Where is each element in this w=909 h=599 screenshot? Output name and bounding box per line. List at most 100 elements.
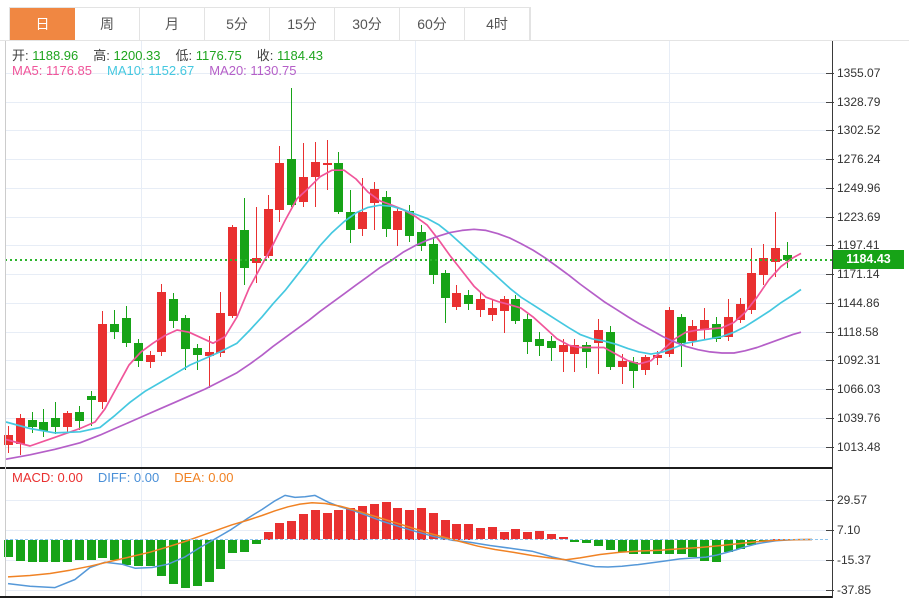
macd-bar	[251, 539, 261, 544]
row-ohlc-label: 开:	[12, 48, 33, 63]
candle	[464, 295, 474, 304]
candle	[133, 343, 143, 361]
macd-bar	[582, 539, 592, 543]
candle	[511, 299, 521, 322]
row-macd-item: DEA: 0.00	[174, 470, 233, 485]
macd-bar	[240, 539, 249, 552]
price-axis-label: 1302.52	[837, 123, 881, 138]
ma5-line	[5, 169, 802, 447]
row-ma-item: MA20: 1130.75	[209, 63, 296, 78]
row-ma-label: MA20:	[209, 63, 251, 78]
right-axis-line	[832, 41, 833, 598]
candle	[240, 230, 249, 268]
tab-月[interactable]: 月	[140, 8, 205, 40]
macd-bar	[487, 526, 497, 540]
price-axis-label: 1328.79	[837, 94, 881, 109]
candle-wick	[362, 177, 363, 236]
candle	[594, 330, 603, 344]
macd-bar	[381, 502, 391, 540]
macd-bar	[440, 519, 450, 540]
row-ohlc-item: 开: 1188.96	[12, 45, 78, 64]
row-ohlc-value: 1176.75	[195, 48, 242, 63]
candle	[110, 323, 120, 333]
axis-tick	[826, 590, 834, 591]
row-macd-item: DIFF: 0.00	[98, 470, 159, 485]
macd-bar	[369, 504, 379, 540]
macd-bar	[322, 512, 332, 540]
candle	[440, 273, 450, 299]
row-ma-value: 1152.67	[148, 63, 195, 78]
candle	[712, 323, 721, 339]
macd-bar	[4, 539, 13, 557]
candle	[122, 318, 131, 344]
axis-tick	[826, 530, 834, 531]
row-ohlc-value: 1200.33	[113, 48, 161, 63]
row-ohlc-item: 高: 1200.33	[93, 45, 160, 64]
row-ohlc-value: 1188.96	[32, 48, 79, 63]
vertical-gridline	[141, 41, 142, 596]
tab-5分[interactable]: 5分	[205, 8, 270, 40]
price-axis-label: 1092.31	[837, 353, 881, 368]
axis-tick	[826, 101, 834, 103]
candle	[263, 208, 273, 256]
row-ohlc-label: 低:	[175, 48, 196, 63]
horizontal-gridline	[5, 72, 832, 74]
current-price-badge: 1184.43	[833, 250, 904, 269]
price-axis-label: 1197.41	[837, 238, 880, 253]
horizontal-gridline	[5, 331, 832, 333]
row-ohlc-label: 高:	[93, 48, 114, 63]
tab-4时[interactable]: 4时	[465, 8, 530, 40]
horizontal-gridline	[5, 389, 832, 391]
candle	[735, 303, 745, 321]
tab-周[interactable]: 周	[75, 8, 140, 40]
tab-30分[interactable]: 30分	[335, 8, 400, 40]
macd-bar	[133, 539, 143, 567]
axis-tick	[826, 417, 834, 419]
macd-bar	[216, 539, 226, 569]
bottom-border	[0, 596, 833, 598]
axis-tick	[826, 130, 834, 132]
macd-bar	[110, 539, 120, 560]
macd-bar	[605, 539, 615, 550]
macd-bar	[664, 539, 674, 554]
candle	[393, 210, 403, 231]
row-ohlc-value: 1184.43	[277, 48, 324, 63]
macd-bar	[263, 531, 273, 540]
candle	[169, 299, 179, 322]
candle-wick	[255, 207, 257, 283]
candle	[145, 355, 155, 362]
candle-wick	[562, 338, 564, 372]
candle	[63, 413, 72, 428]
row-ohlc-label: 收:	[256, 48, 277, 63]
candle	[605, 332, 615, 368]
candle	[688, 325, 698, 341]
row-ohlc-item: 低: 1176.75	[176, 45, 242, 64]
macd-bar	[452, 523, 462, 540]
tab-15分[interactable]: 15分	[270, 8, 335, 40]
axis-tick	[826, 560, 834, 561]
macd-bar	[51, 539, 61, 563]
dea-line	[7, 502, 813, 578]
price-axis-label: 1013.48	[837, 439, 881, 454]
macd-bar	[287, 520, 297, 540]
row-ma-value: 1176.85	[45, 63, 92, 78]
candle	[487, 308, 497, 315]
tab-60分[interactable]: 60分	[400, 8, 465, 40]
candle	[641, 357, 651, 371]
macd-axis-label: 7.10	[837, 523, 861, 537]
macd-bar	[122, 539, 131, 565]
macd-info-row: MACD: 0.00 DIFF: 0.00 DEA: 0.00	[12, 470, 249, 485]
macd-bar	[299, 513, 308, 540]
macd-bar	[346, 507, 356, 540]
candle	[287, 159, 297, 206]
tab-日[interactable]: 日	[10, 8, 75, 40]
axis-tick	[826, 446, 834, 448]
candle-wick	[90, 391, 92, 427]
candle	[405, 210, 415, 236]
macd-bar	[723, 539, 733, 553]
candle	[251, 257, 261, 264]
candle-wick	[208, 335, 210, 388]
row-macd-value: 0.00	[208, 470, 234, 485]
ma-info-row: MA5: 1176.85 MA10: 1152.67 MA20: 1130.75	[12, 63, 311, 78]
candle	[664, 310, 674, 355]
